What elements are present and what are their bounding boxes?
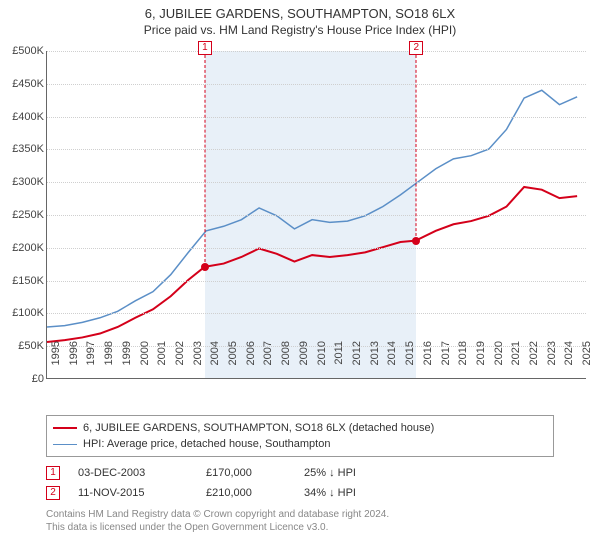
x-axis-label: 1998: [103, 341, 115, 381]
x-axis-label: 2003: [192, 341, 204, 381]
x-axis-label: 2022: [528, 341, 540, 381]
x-axis-label: 2025: [581, 341, 593, 381]
transaction-hpi-diff: 34% ↓ HPI: [304, 487, 404, 499]
x-axis-label: 2020: [493, 341, 505, 381]
x-axis-label: 2015: [404, 341, 416, 381]
x-axis-label: 2004: [209, 341, 221, 381]
chart-area: 12 £0£50K£100K£150K£200K£250K£300K£350K£…: [0, 41, 600, 411]
y-axis-label: £300K: [0, 176, 44, 188]
gridline-h: [47, 117, 586, 118]
x-axis-label: 2014: [386, 341, 398, 381]
series-line: [47, 187, 577, 342]
y-axis-label: £0: [0, 373, 44, 385]
gridline-h: [47, 51, 586, 52]
transaction-flag: 1: [198, 41, 212, 55]
x-axis-label: 1999: [121, 341, 133, 381]
transaction-table: 1 03-DEC-2003 £170,000 25% ↓ HPI 2 11-NOV-201…: [46, 463, 554, 503]
transaction-flag: 2: [409, 41, 423, 55]
y-axis-label: £450K: [0, 78, 44, 90]
transaction-date: 03-DEC-2003: [78, 467, 188, 479]
x-axis-label: 2016: [422, 341, 434, 381]
gridline-h: [47, 248, 586, 249]
transaction-date: 11-NOV-2015: [78, 487, 188, 499]
legend-swatch: [53, 427, 77, 429]
x-axis-label: 2010: [316, 341, 328, 381]
x-axis-label: 1995: [50, 341, 62, 381]
x-axis-label: 2024: [563, 341, 575, 381]
x-axis-label: 2021: [510, 341, 522, 381]
x-axis-label: 2012: [351, 341, 363, 381]
transaction-row-flag: 1: [46, 466, 60, 480]
x-axis-label: 1997: [85, 341, 97, 381]
gridline-h: [47, 182, 586, 183]
transaction-hpi-diff: 25% ↓ HPI: [304, 467, 404, 479]
y-axis-label: £200K: [0, 242, 44, 254]
x-axis-label: 2011: [333, 341, 345, 381]
x-axis-label: 2006: [245, 341, 257, 381]
license-line-2: This data is licensed under the Open Gov…: [46, 522, 554, 535]
legend-label: 6, JUBILEE GARDENS, SOUTHAMPTON, SO18 6L…: [83, 422, 434, 434]
y-axis-label: £250K: [0, 209, 44, 221]
legend-row: HPI: Average price, detached house, Sout…: [53, 436, 547, 452]
transaction-row-flag: 2: [46, 486, 60, 500]
x-axis-label: 2008: [280, 341, 292, 381]
x-axis-label: 2023: [546, 341, 558, 381]
x-axis-label: 2001: [156, 341, 168, 381]
x-axis-label: 2019: [475, 341, 487, 381]
license-text: Contains HM Land Registry data © Crown c…: [46, 509, 554, 534]
transaction-flag-stem: [416, 55, 417, 241]
transaction-price: £210,000: [206, 487, 286, 499]
x-axis-label: 2002: [174, 341, 186, 381]
x-axis-label: 2017: [440, 341, 452, 381]
x-axis-label: 1996: [68, 341, 80, 381]
y-axis-label: £50K: [0, 340, 44, 352]
x-axis-label: 2013: [369, 341, 381, 381]
license-line-1: Contains HM Land Registry data © Crown c…: [46, 509, 554, 522]
y-axis-label: £400K: [0, 111, 44, 123]
y-axis-label: £150K: [0, 275, 44, 287]
gridline-h: [47, 313, 586, 314]
transaction-flag-stem: [204, 55, 205, 267]
x-axis-label: 2005: [227, 341, 239, 381]
gridline-h: [47, 215, 586, 216]
x-axis-label: 2009: [298, 341, 310, 381]
transaction-row: 1 03-DEC-2003 £170,000 25% ↓ HPI: [46, 463, 554, 483]
transaction-price: £170,000: [206, 467, 286, 479]
chart-title: 6, JUBILEE GARDENS, SOUTHAMPTON, SO18 6L…: [0, 0, 600, 21]
legend-row: 6, JUBILEE GARDENS, SOUTHAMPTON, SO18 6L…: [53, 420, 547, 436]
x-axis-label: 2018: [457, 341, 469, 381]
legend-swatch: [53, 444, 77, 445]
x-axis-label: 2000: [139, 341, 151, 381]
y-axis-label: £500K: [0, 45, 44, 57]
series-line: [47, 90, 577, 327]
gridline-h: [47, 84, 586, 85]
legend: 6, JUBILEE GARDENS, SOUTHAMPTON, SO18 6L…: [46, 415, 554, 457]
gridline-h: [47, 149, 586, 150]
plot-area: 12: [46, 51, 586, 379]
legend-label: HPI: Average price, detached house, Sout…: [83, 438, 330, 450]
y-axis-label: £350K: [0, 143, 44, 155]
chart-subtitle: Price paid vs. HM Land Registry's House …: [0, 21, 600, 41]
transaction-row: 2 11-NOV-2015 £210,000 34% ↓ HPI: [46, 483, 554, 503]
x-axis-label: 2007: [262, 341, 274, 381]
gridline-h: [47, 281, 586, 282]
y-axis-label: £100K: [0, 307, 44, 319]
